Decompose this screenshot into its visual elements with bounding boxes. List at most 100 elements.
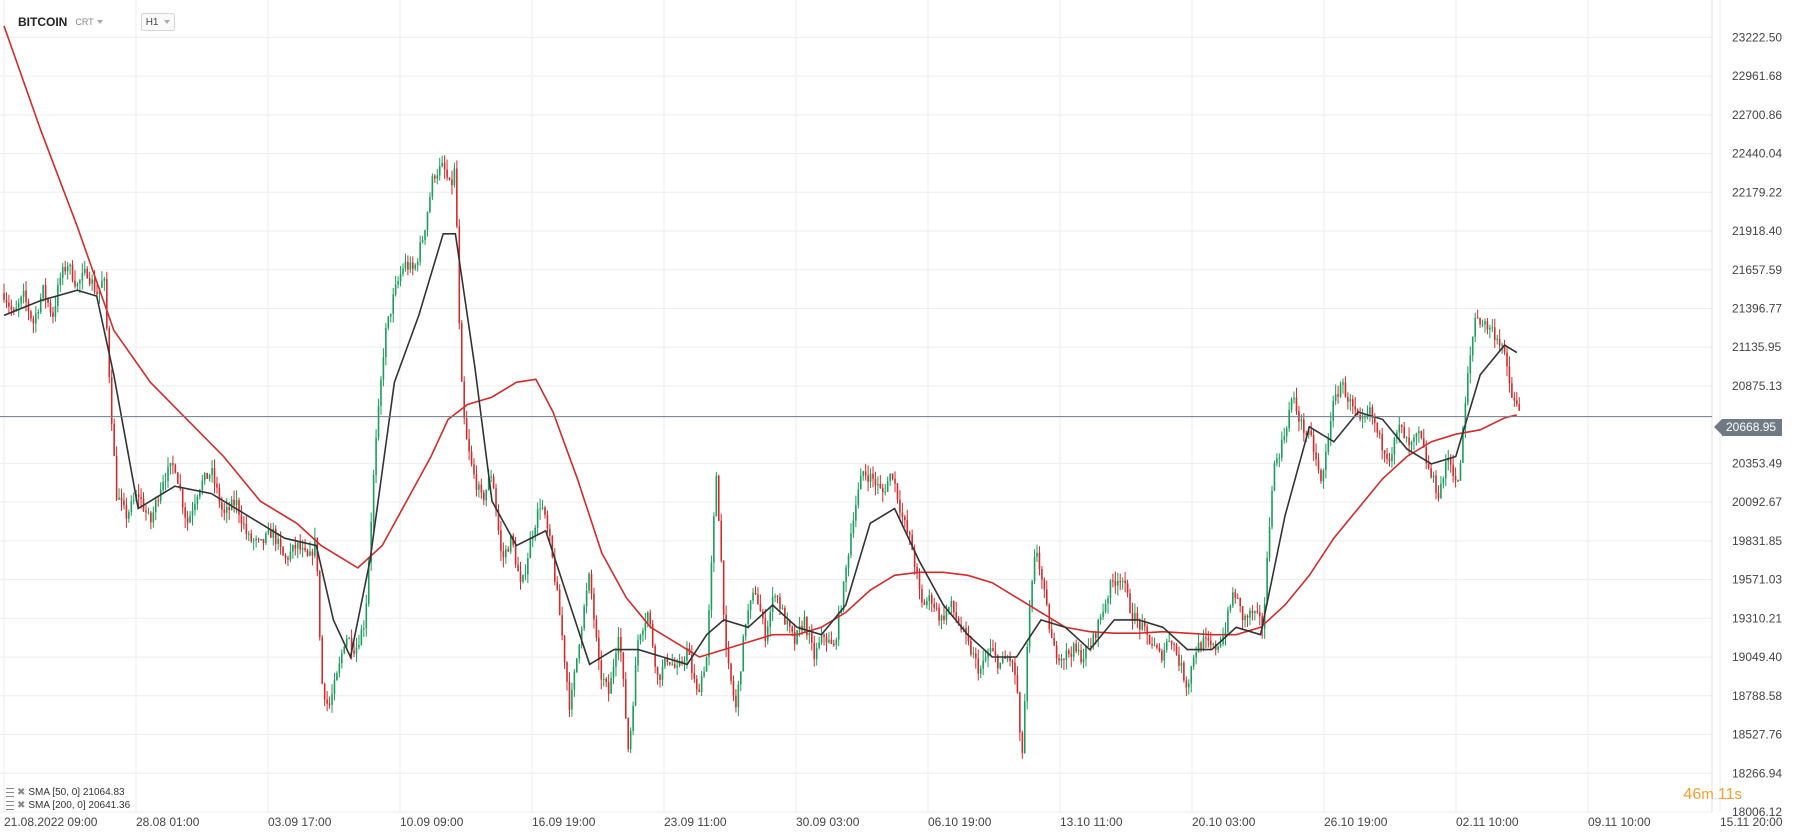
- candle-body: [580, 628, 583, 645]
- remove-x-icon[interactable]: ✖: [17, 800, 26, 811]
- candle-body: [1241, 606, 1244, 621]
- candle-body: [1383, 450, 1386, 454]
- candle-body: [624, 679, 627, 719]
- candle-body: [1381, 434, 1383, 451]
- horizontal-grid: [0, 0, 1713, 813]
- candle-body: [791, 626, 794, 632]
- candle-body: [610, 678, 612, 694]
- candle-body: [1388, 458, 1391, 462]
- candle-body: [757, 594, 759, 605]
- candle-body: [451, 179, 453, 186]
- candle-body: [1327, 438, 1330, 452]
- candle-body: [12, 309, 15, 312]
- candle-body: [691, 654, 693, 673]
- candle-body: [438, 166, 441, 176]
- candle-body: [345, 638, 348, 647]
- time-tick-label: 02.11 10:00: [1456, 815, 1519, 829]
- time-axis[interactable]: 21.08.2022 09:00 28.08 01:00 03.09 17:00 10…: [4, 815, 1783, 829]
- candle-body: [35, 313, 37, 324]
- candle-body: [389, 313, 392, 317]
- candle-body: [1337, 394, 1339, 397]
- price-tick-label: 23222.50: [1732, 30, 1782, 44]
- candle-body: [370, 521, 372, 562]
- candle-body: [341, 653, 343, 664]
- candle-body: [1410, 441, 1413, 446]
- candle-body: [385, 327, 387, 358]
- settings-menu-icon[interactable]: [6, 788, 14, 797]
- candle-body: [730, 663, 732, 681]
- candle-body: [1511, 383, 1513, 398]
- candle-body: [1060, 658, 1063, 661]
- timeframe-select[interactable]: H1: [140, 13, 176, 31]
- price-tick-label: 22179.22: [1732, 185, 1782, 199]
- candle-body: [666, 657, 669, 663]
- candle-body: [350, 638, 353, 651]
- candle-body: [1050, 629, 1053, 638]
- price-tick-label: 21135.95: [1732, 340, 1781, 354]
- candle-body: [235, 500, 238, 506]
- time-tick-label: 26.10 19:00: [1324, 815, 1388, 829]
- candle-body: [1131, 612, 1134, 621]
- time-tick-label: 23.09 11:00: [664, 815, 727, 829]
- candle-body: [1185, 680, 1188, 688]
- candle-body: [394, 284, 397, 295]
- time-tick-label: 10.09 09:00: [400, 815, 464, 829]
- candle-body: [940, 615, 943, 621]
- candle-body: [1146, 626, 1148, 635]
- candle-body: [1205, 637, 1207, 639]
- remove-x-icon[interactable]: ✖: [17, 787, 26, 798]
- candle-body: [1334, 394, 1337, 401]
- candle-body: [54, 305, 57, 317]
- candle-body: [759, 604, 762, 612]
- candle-body: [588, 573, 590, 591]
- candle-body: [1508, 366, 1511, 384]
- candle-body: [752, 592, 754, 601]
- candle-body: [1376, 422, 1379, 433]
- candle-body: [353, 650, 355, 654]
- indicator-row-sma200: ✖ SMA [200, 0] 20641.36: [6, 799, 130, 812]
- candle-body: [238, 500, 240, 515]
- candle-body: [1361, 417, 1364, 420]
- candle-body: [1290, 399, 1293, 410]
- candle-body: [1219, 644, 1222, 647]
- candle-body: [620, 636, 622, 653]
- last-price-label: 20668.95: [1713, 419, 1783, 436]
- candle-body: [25, 290, 27, 302]
- candle-body: [576, 658, 578, 672]
- candle-body: [1102, 611, 1104, 618]
- candle-body: [434, 176, 436, 179]
- candle-body: [845, 567, 847, 583]
- settings-menu-icon[interactable]: [6, 801, 14, 810]
- candle-body: [1175, 644, 1178, 655]
- candle-body: [1246, 615, 1249, 618]
- candle-body: [813, 642, 816, 659]
- candle-body: [1307, 430, 1310, 435]
- symbol-name[interactable]: BITCOIN: [18, 15, 68, 29]
- candle-body: [1187, 683, 1190, 688]
- candle-body: [1085, 646, 1087, 659]
- candle-body: [1004, 657, 1006, 659]
- candle-body: [1391, 454, 1393, 462]
- candle-body: [184, 507, 186, 518]
- candle-body: [411, 262, 414, 269]
- candle-body: [1393, 438, 1396, 455]
- candle-body: [83, 268, 86, 273]
- candle-body: [837, 611, 840, 640]
- price-axis[interactable]: 23222.50 22961.68 22700.86 22440.04 22179.22…: [1732, 30, 1782, 819]
- candle-body: [223, 509, 226, 513]
- candle-body: [1276, 458, 1278, 464]
- candle-body: [1258, 612, 1261, 617]
- candle-body: [17, 303, 20, 308]
- candle-body: [847, 555, 850, 568]
- candle-body: [901, 512, 904, 517]
- candle-body: [485, 489, 488, 501]
- countdown-minutes: 46: [1683, 786, 1702, 803]
- candle-body: [42, 285, 44, 298]
- symbol-dropdown[interactable]: CRT: [75, 17, 103, 27]
- candle-body: [1136, 613, 1139, 620]
- candle-body: [1165, 641, 1168, 650]
- candle-body: [1515, 400, 1518, 404]
- candle-body: [1285, 428, 1288, 437]
- candles: [3, 155, 1521, 759]
